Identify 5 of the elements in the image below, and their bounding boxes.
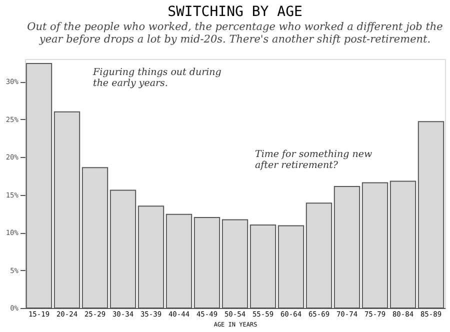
chart-title: SWITCHING BY AGE [168,4,302,20]
text: Out of the people who worked, the percentage who worked a different job the [27,21,443,33]
annotation: Figuring things out during the early years. [92,67,222,89]
text: year before drops a lot by mid-20s. There's another shift post-retirement. [39,34,431,46]
annotation: Time for something new after retirement? [255,149,372,171]
